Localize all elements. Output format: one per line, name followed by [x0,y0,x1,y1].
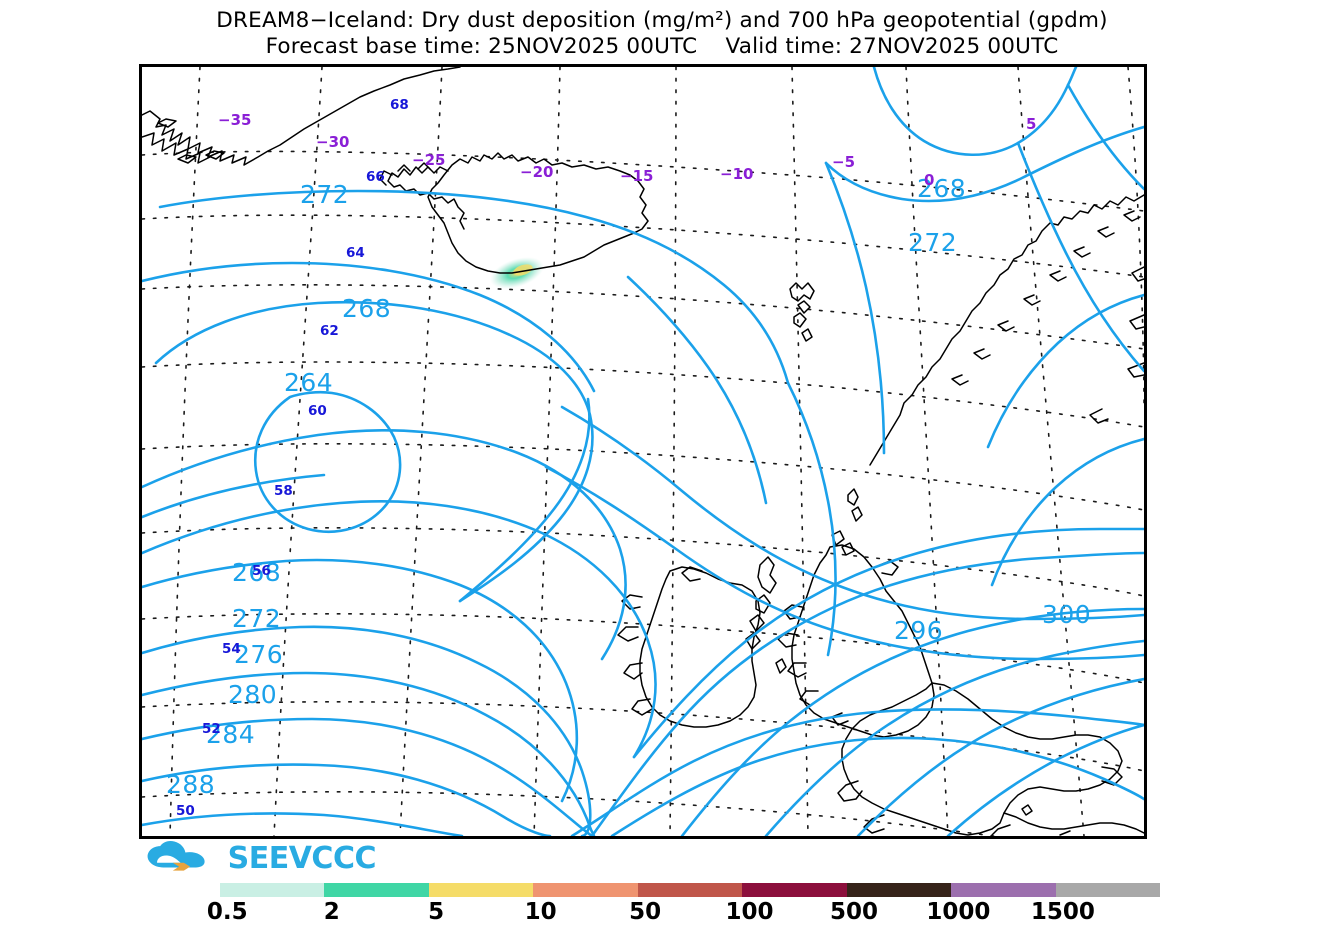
colorbar-strip [220,883,1160,897]
logo-text: SEEVCCC [227,840,377,876]
colorbar-segment [428,883,534,897]
colorbar-segment [324,883,429,897]
contour-label-268-left: 268 [342,294,391,323]
coastlines [142,67,1144,836]
seevccc-logo: SEEVCCC [146,836,377,880]
lon-label-minus10: −10 [720,165,753,183]
dust-deposition-overlay [490,257,544,289]
colorbar-segment [846,883,952,897]
colorbar: 0.5 2 5 10 50 100 500 1000 1500 [207,883,1160,925]
lat-label-66: 66 [366,169,385,185]
lon-label-5: 5 [1026,115,1036,133]
lat-label-62: 62 [320,323,339,339]
longitude-labels: −35 −30 −25 −20 −15 −10 −5 0 5 [218,111,1036,189]
lat-label-56: 56 [252,563,271,579]
colorbar-tick: 1000 [926,899,991,925]
lon-label-minus5: −5 [832,153,855,171]
contour-label-300: 300 [1042,600,1091,629]
lat-label-64: 64 [346,245,365,261]
colorbar-segment [220,883,325,897]
colorbar-tick: 100 [725,899,774,925]
lat-label-52: 52 [202,721,221,737]
contour-label-296: 296 [894,616,943,645]
contour-label-276: 276 [234,640,283,669]
colorbar-tick: 0.5 [206,899,248,925]
lon-label-minus15: −15 [620,167,653,185]
contour-label-264-low: 264 [284,368,333,397]
colorbar-tick: 1500 [1030,899,1095,925]
geopotential-contours [142,67,1144,836]
colorbar-segment [742,883,847,897]
lon-label-minus35: −35 [218,111,251,129]
lon-label-0: 0 [924,171,934,189]
lon-label-minus30: −30 [316,133,349,151]
colorbar-segment [533,883,638,897]
contour-label-284: 284 [206,720,255,749]
latitude-labels: 68 66 64 62 60 58 56 54 52 50 [176,97,409,819]
chart-title-block: DREAM8−Iceland: Dry dust deposition (mg/… [0,8,1324,60]
lat-label-60: 60 [308,403,327,419]
map-panel: 272 268 x 268 264 268 272 276 280 284 28… [139,64,1147,839]
colorbar-tick: 10 [524,899,557,925]
colorbar-segment [637,883,743,897]
colorbar-tick: 5 [428,899,445,925]
contour-label-280: 280 [228,680,277,709]
contour-label-272-ne: 272 [908,228,957,257]
contour-label-268-ne: 268 [917,174,966,203]
map-canvas: 272 268 x 268 264 268 272 276 280 284 28… [142,67,1144,836]
colorbar-segment [951,883,1056,897]
lat-label-68: 68 [390,97,409,113]
colorbar-tick: 2 [323,899,340,925]
lat-label-58: 58 [274,483,293,499]
cloud-icon [147,840,205,871]
contour-label-288: 288 [166,770,215,799]
contour-value-labels: 272 268 x 268 264 268 272 276 280 284 28… [166,174,1091,799]
lat-label-50: 50 [176,803,195,819]
colorbar-tick: 50 [629,899,662,925]
colorbar-tick: 500 [829,899,878,925]
contour-label-268-sw: 268 [232,558,281,587]
contour-label-272-top: 272 [300,180,349,209]
contour-label-272-sw: 272 [232,604,281,633]
lon-label-minus25: −25 [412,151,445,169]
colorbar-segment [1055,883,1160,897]
colorbar-tick-labels: 0.5 2 5 10 50 100 500 1000 1500 [207,897,1160,925]
forecast-time-subtitle: Forecast base time: 25NOV2025 00UTC Vali… [265,34,1059,60]
lon-label-minus20: −20 [520,163,553,181]
lat-label-54: 54 [222,641,241,657]
arrow-icon [172,862,191,871]
page-title: DREAM8−Iceland: Dry dust deposition (mg/… [216,8,1108,33]
